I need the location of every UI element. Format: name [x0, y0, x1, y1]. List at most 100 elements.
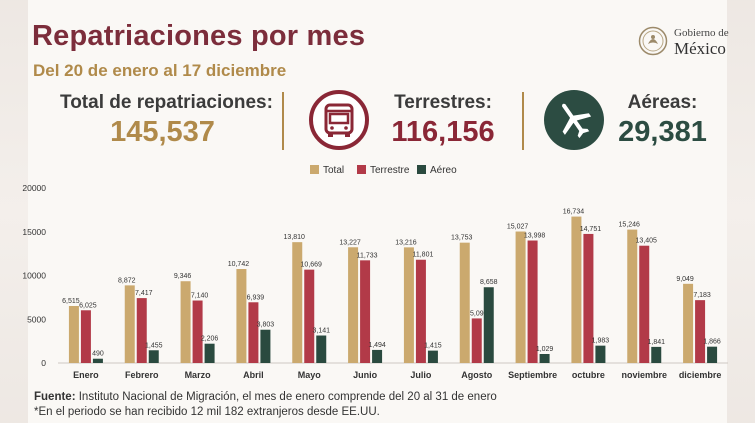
- stat-land: Terrestres: 116,156: [378, 92, 508, 149]
- bar-aéreo: [204, 343, 215, 363]
- data-label: 9,346: [174, 273, 192, 280]
- bar-total: [292, 242, 303, 363]
- x-tick-label: Septiembre: [508, 370, 557, 380]
- data-label: 13,810: [284, 234, 306, 241]
- data-label: 13,405: [636, 238, 658, 245]
- bar-terrestre: [192, 300, 203, 363]
- bar-aéreo: [372, 349, 383, 363]
- data-label: 13,227: [339, 239, 361, 246]
- data-label: 5,095: [470, 310, 488, 317]
- data-label: 16,734: [563, 209, 585, 216]
- stat-air: Aéreas: 29,381: [605, 92, 720, 149]
- stat-total-label: Total de repatriaciones:: [60, 92, 273, 113]
- government-logo: Gobierno de México: [638, 24, 748, 60]
- bar-terrestre: [695, 300, 706, 363]
- right-decoration: [727, 0, 755, 423]
- bar-total: [124, 285, 135, 363]
- logo-line1: Gobierno de: [674, 27, 729, 39]
- bar-aéreo: [539, 353, 550, 363]
- data-label: 10,669: [301, 262, 323, 269]
- bar-terrestre: [527, 240, 538, 363]
- bar-terrestre: [471, 318, 482, 363]
- data-label: 7,140: [191, 293, 209, 300]
- bar-terrestre: [80, 310, 91, 363]
- data-label: 15,027: [507, 224, 529, 231]
- data-label: 13,998: [524, 233, 546, 240]
- bar-terrestre: [639, 245, 650, 363]
- bar-terrestre: [136, 298, 147, 363]
- seal-icon: [638, 26, 668, 56]
- data-label: 14,751: [580, 226, 602, 233]
- y-tick-label: 15000: [22, 227, 46, 237]
- bar-terrestre: [360, 260, 371, 363]
- bar-aéreo: [316, 335, 327, 363]
- bus-icon: [309, 90, 369, 150]
- data-label: 13,216: [395, 239, 417, 246]
- stat-total: Total de repatriaciones: 145,537: [60, 92, 273, 149]
- x-tick-label: octubre: [572, 370, 605, 380]
- page-title: Repatriaciones por mes: [32, 20, 366, 52]
- x-tick-label: diciembre: [679, 370, 722, 380]
- x-tick-label: Febrero: [125, 370, 159, 380]
- bar-aéreo: [707, 346, 718, 363]
- bar-aéreo: [260, 329, 271, 363]
- page-subtitle: Del 20 de enero al 17 diciembre: [33, 61, 287, 80]
- data-label: 6,515: [62, 298, 80, 305]
- data-label: 2,206: [201, 336, 219, 343]
- x-tick-label: Marzo: [185, 370, 212, 380]
- stat-air-value: 29,381: [618, 116, 707, 148]
- x-tick-label: Mayo: [298, 370, 322, 380]
- data-label: 3,141: [312, 328, 330, 335]
- data-label: 1,983: [592, 338, 610, 345]
- y-tick-label: 10000: [22, 271, 46, 281]
- bar-aéreo: [651, 346, 662, 363]
- data-label: 1,866: [703, 339, 721, 346]
- x-tick-label: Enero: [73, 370, 99, 380]
- x-tick-label: noviembre: [621, 370, 667, 380]
- stat-air-label: Aéreas:: [627, 92, 698, 113]
- legend-swatch: [310, 165, 319, 174]
- data-label: 1,415: [424, 343, 442, 350]
- y-tick-label: 5000: [27, 314, 46, 324]
- data-label: 8,872: [118, 277, 136, 284]
- divider: [282, 92, 284, 150]
- bar-total: [459, 242, 470, 363]
- bar-aéreo: [483, 287, 494, 363]
- bar-total: [403, 247, 414, 363]
- data-label: 1,494: [368, 342, 386, 349]
- data-label: 8,658: [480, 279, 498, 286]
- footnote: *En el periodo se han recibido 12 mil 18…: [34, 406, 380, 418]
- x-tick-label: Abril: [243, 370, 264, 380]
- data-label: 10,742: [228, 261, 250, 268]
- data-label: 13,753: [451, 235, 473, 242]
- source-note: Fuente: Instituto Nacional de Migración,…: [34, 391, 497, 403]
- y-tick-label: 0: [41, 358, 46, 368]
- y-tick-label: 20000: [22, 183, 46, 193]
- divider: [522, 92, 524, 150]
- left-decoration: [0, 0, 28, 423]
- legend-label: Aéreo: [430, 165, 457, 176]
- bar-total: [68, 305, 79, 363]
- data-label: 1,841: [647, 339, 665, 346]
- data-label: 1,029: [536, 346, 554, 353]
- x-tick-label: Agosto: [461, 370, 492, 380]
- data-label: 11,733: [357, 252, 378, 259]
- legend-label: Total: [323, 165, 344, 176]
- data-label: 7,417: [135, 290, 153, 297]
- source-text: Instituto Nacional de Migración, el mes …: [75, 391, 497, 403]
- bar-total: [571, 216, 582, 363]
- bar-total: [180, 281, 191, 363]
- legend-label: Terrestre: [370, 165, 410, 176]
- bar-aéreo: [595, 345, 606, 363]
- bar-total: [683, 283, 694, 363]
- bar-total: [627, 229, 638, 363]
- data-label: 11,801: [412, 252, 433, 259]
- logo-line2: México: [674, 39, 726, 58]
- x-tick-label: Junio: [353, 370, 378, 380]
- bar-chart: Total Terrestre Aéreo 0 5000 10000 15000 20000 6…: [22, 165, 728, 380]
- source-label: Fuente:: [34, 391, 76, 403]
- airplane-icon: [544, 90, 604, 150]
- data-label: 15,246: [619, 222, 641, 229]
- bar-aéreo: [427, 350, 438, 363]
- bar-aéreo: [148, 350, 159, 363]
